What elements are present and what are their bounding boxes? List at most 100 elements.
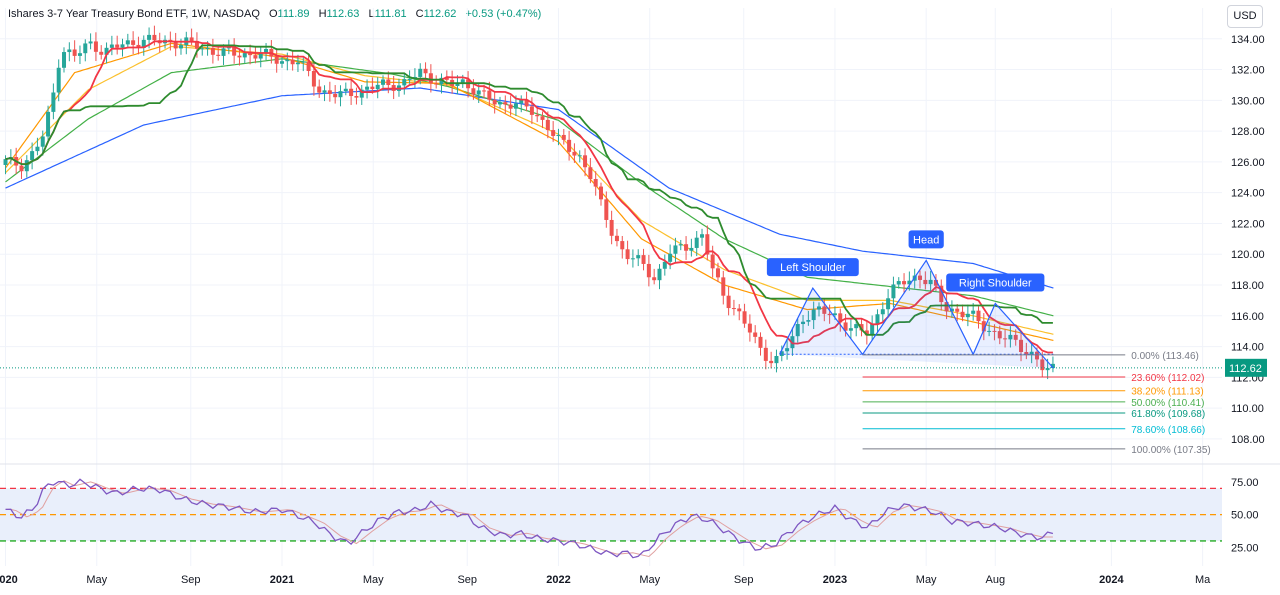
time-tick: 2022: [546, 574, 570, 586]
candle-body: [843, 322, 848, 331]
symbol-title[interactable]: Ishares 3-7 Year Treasury Bond ETF, 1W, …: [8, 8, 260, 20]
candle-body: [216, 54, 221, 56]
candle-body: [684, 244, 689, 251]
candle-body: [147, 34, 152, 40]
fib-level-label: 61.80% (109.68): [1131, 409, 1205, 420]
candle-body: [854, 324, 859, 329]
fib-level-label: 23.60% (112.02): [1131, 373, 1204, 384]
time-tick: Sep: [734, 574, 754, 586]
pattern-label: Left Shoulder: [780, 262, 846, 274]
candle-body: [896, 281, 901, 285]
candle-body: [226, 47, 231, 49]
candle-body: [444, 77, 449, 80]
candle-body: [1045, 368, 1050, 371]
candle-body: [152, 34, 157, 41]
chart-header: Ishares 3-7 Year Treasury Bond ETF, 1W, …: [8, 8, 541, 20]
candle-body: [19, 165, 24, 172]
candle-body: [24, 160, 29, 172]
candle-body: [482, 90, 487, 92]
candle-body: [870, 323, 875, 336]
candle-body: [625, 249, 630, 260]
candle-body: [418, 68, 423, 77]
pattern-label: Head: [913, 234, 939, 246]
candle-body: [386, 79, 391, 86]
time-tick: 2024: [1099, 574, 1124, 586]
candle-body: [56, 67, 61, 93]
high-label: H: [318, 8, 327, 20]
candle-body: [886, 298, 891, 310]
candle-body: [104, 47, 109, 55]
candle-body: [593, 179, 598, 187]
candle-body: [274, 56, 279, 64]
candle-body: [35, 146, 40, 152]
pattern-label-box[interactable]: [908, 230, 944, 249]
price-tick: 118.00: [1231, 280, 1264, 292]
price-tick: 130.00: [1231, 95, 1265, 107]
candle-body: [583, 155, 588, 168]
candle-body: [832, 313, 837, 316]
candle-body: [907, 280, 912, 285]
candle-body: [1034, 351, 1039, 360]
candle-body: [327, 90, 332, 94]
candle-body: [535, 114, 540, 117]
time-tick: Sep: [457, 574, 477, 586]
head-shoulders-pattern[interactable]: [779, 259, 1054, 369]
rsi-tick: 50.00: [1231, 510, 1259, 522]
candle-body: [721, 277, 726, 296]
candle-body: [1003, 338, 1008, 340]
candle-body: [769, 360, 774, 364]
candle-body: [620, 241, 625, 250]
candle-body: [668, 253, 673, 262]
candle-body: [77, 53, 82, 56]
candle-body: [30, 151, 35, 161]
open-value: 111.89: [277, 8, 310, 20]
time-tick: May: [363, 574, 384, 586]
candle-body: [630, 258, 635, 260]
candle-body: [960, 311, 965, 318]
last-price-badge: [1225, 358, 1267, 377]
candle-body: [599, 186, 604, 200]
candle-body: [556, 134, 561, 136]
candle-body: [301, 61, 306, 63]
candle-body: [715, 268, 720, 278]
candle-body: [902, 281, 907, 285]
candle-body: [1029, 351, 1034, 355]
fib-level-label: 100.00% (107.35): [1131, 445, 1211, 456]
candle-body: [253, 55, 258, 59]
currency-button[interactable]: USD: [1227, 5, 1263, 28]
pattern-label-box[interactable]: [766, 258, 859, 277]
candle-body: [492, 99, 497, 105]
candle-body: [503, 102, 508, 105]
open-label: O: [268, 8, 278, 20]
candle-body: [67, 49, 72, 53]
candle-body: [125, 40, 130, 45]
candle-body: [333, 93, 338, 98]
high-value: 112.63: [326, 8, 360, 20]
candle-body: [918, 275, 923, 280]
pattern-label-box[interactable]: [946, 273, 1045, 292]
candle-body: [848, 328, 853, 331]
candle-body: [545, 119, 550, 131]
candle-body: [237, 55, 242, 58]
price-pane: [3, 25, 1055, 380]
price-tick: 122.00: [1231, 218, 1265, 230]
pattern-label: Right Shoulder: [959, 277, 1032, 289]
time-tick: May: [86, 574, 107, 586]
candle-body: [992, 330, 997, 332]
candle-body: [758, 336, 763, 348]
candle-body: [1050, 363, 1055, 369]
candle-body: [944, 302, 949, 312]
candle-body: [487, 90, 492, 100]
candle-body: [731, 308, 736, 310]
moving-average-orange: [5, 42, 1054, 341]
candle-body: [258, 52, 263, 59]
candle-body: [811, 309, 816, 321]
candle-body: [524, 99, 529, 107]
candle-body: [115, 44, 120, 48]
candle-body: [875, 314, 880, 324]
candle-body: [109, 44, 114, 48]
last-price-label: 112.62: [1229, 363, 1262, 375]
candle-body: [657, 268, 662, 281]
candle-body: [689, 247, 694, 251]
